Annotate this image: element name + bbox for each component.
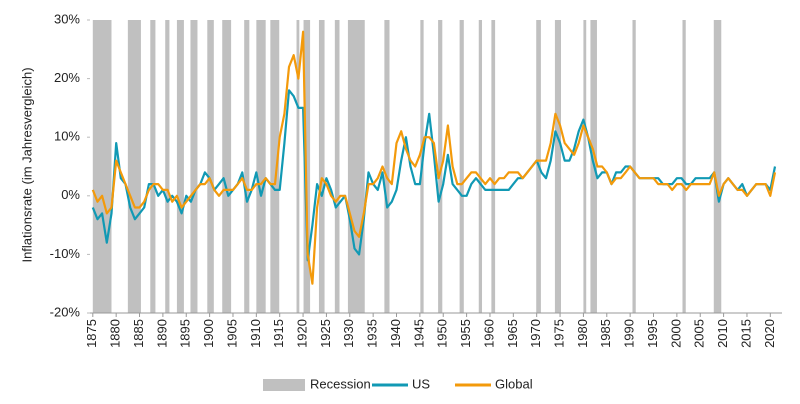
recession-band	[190, 20, 198, 313]
x-tick-label: 1930	[341, 319, 356, 348]
x-tick-label: 2010	[715, 319, 730, 348]
x-tick-label: 1895	[178, 319, 193, 348]
recession-band	[554, 20, 561, 313]
y-tick-label: -10%	[50, 246, 81, 261]
x-tick-label: 1940	[388, 319, 403, 348]
x-tick-label: 1990	[622, 319, 637, 348]
x-tick-label: 1885	[131, 319, 146, 348]
x-tick-label: 1970	[528, 319, 543, 348]
x-tick-label: 2005	[692, 319, 707, 348]
y-tick-label: 10%	[54, 129, 80, 144]
x-tick-label: 1910	[248, 319, 263, 348]
x-tick-label: 1900	[201, 319, 216, 348]
recession-band	[176, 20, 184, 313]
x-tick-label: 1920	[295, 319, 310, 348]
y-tick-label: 30%	[54, 11, 80, 26]
recession-band	[270, 20, 280, 313]
y-axis-label: Inflationsrate (im Jahresvergleich)	[19, 67, 34, 262]
x-tick-label: 2000	[668, 319, 683, 348]
x-tick-label: 2015	[738, 319, 753, 348]
recession-band	[127, 20, 141, 313]
series-line	[91, 89, 777, 262]
recession-band	[150, 20, 156, 313]
recession-band	[165, 20, 170, 313]
y-tick-label: -20%	[50, 304, 81, 319]
x-tick-label: 1875	[84, 319, 99, 348]
recession-band	[632, 20, 636, 313]
y-tick-label: 20%	[54, 70, 80, 85]
recession-band	[713, 20, 722, 313]
recession-band	[491, 20, 496, 313]
x-tick-label: 1965	[505, 319, 520, 348]
recession-band	[256, 20, 266, 313]
recession-band	[438, 20, 443, 313]
recession-band	[583, 20, 587, 313]
x-tick-label: 1995	[645, 319, 660, 348]
x-tick-label: 1960	[481, 319, 496, 348]
x-tick-label: 1980	[575, 319, 590, 348]
x-tick-label: 1905	[224, 319, 239, 348]
x-tick-label: 1935	[365, 319, 380, 348]
recession-band	[459, 20, 464, 313]
legend-label: US	[412, 376, 430, 391]
x-tick-label: 1985	[598, 319, 613, 348]
legend-label: Recession	[310, 376, 371, 391]
x-tick-label: 1945	[411, 319, 426, 348]
x-tick-label: 2020	[762, 319, 777, 348]
series-line	[91, 30, 777, 285]
x-tick-label: 1955	[458, 319, 473, 348]
x-tick-label: 1975	[551, 319, 566, 348]
x-tick-label: 1925	[318, 319, 333, 348]
recession-band	[296, 20, 300, 313]
recession-band	[682, 20, 686, 313]
recession-band	[334, 20, 340, 313]
recession-band	[92, 20, 112, 313]
legend-label: Global	[495, 376, 533, 391]
x-tick-label: 1880	[108, 319, 123, 348]
x-tick-label: 1950	[435, 319, 450, 348]
recession-band	[384, 20, 390, 313]
y-tick-label: 0%	[61, 187, 80, 202]
recession-band	[318, 20, 325, 313]
recession-band	[222, 20, 232, 313]
x-tick-label: 1915	[271, 319, 286, 348]
recession-band	[347, 20, 365, 313]
legend-swatch	[263, 379, 305, 391]
recession-band	[478, 20, 483, 313]
recession-band	[207, 20, 214, 313]
x-tick-label: 1890	[154, 319, 169, 348]
recession-band	[244, 20, 250, 313]
